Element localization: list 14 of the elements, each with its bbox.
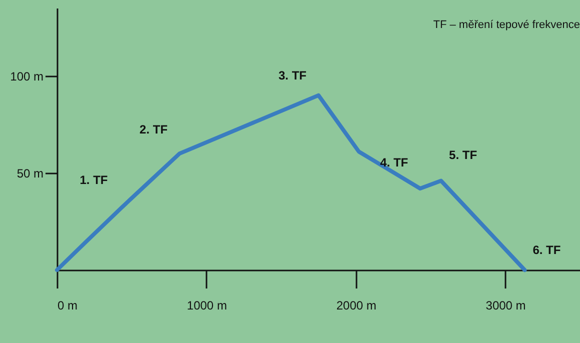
x-tick-label: 0 m [58,298,78,312]
line-series [55,93,527,272]
y-tick-label: 100 m [10,69,44,84]
annotation: 4. TF [380,156,408,170]
annotation: 1. TF [80,173,108,188]
annotation: 5. TF [449,148,478,162]
x-tick-label: 2000 m [336,298,376,312]
annotation: 2. TF [140,122,168,137]
y-tick-label: 50 m [16,166,44,180]
x-tick-label: 3000 m [486,298,526,312]
x-tick-label: 1000 m [186,298,227,312]
text: TF – měření tepové frekvence [433,19,580,31]
annotation: 6. TF [532,243,561,257]
annotation: 3. TF [278,68,306,82]
